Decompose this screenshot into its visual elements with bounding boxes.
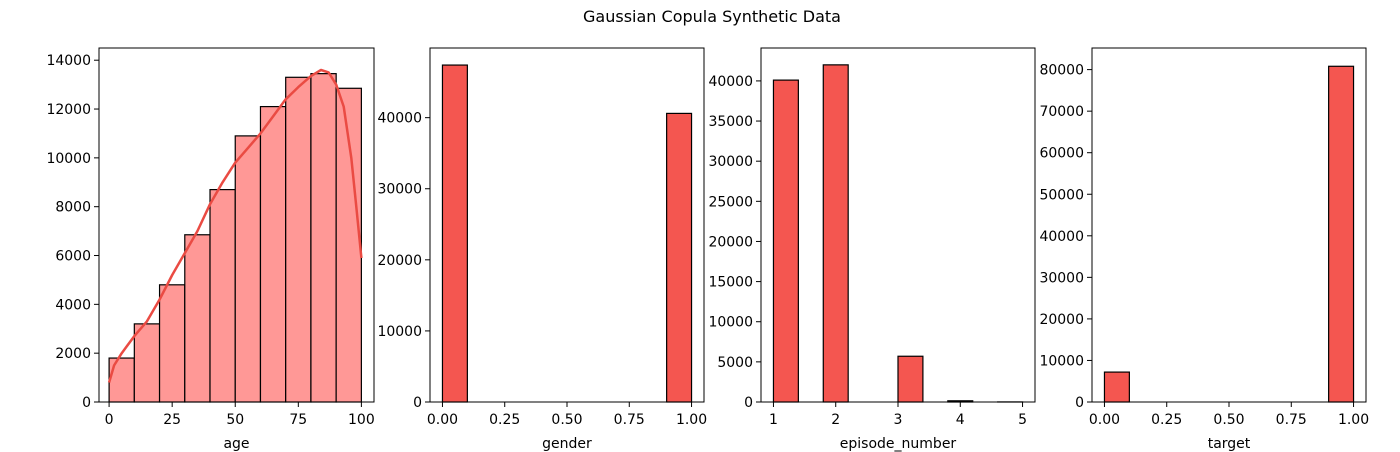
x-axis-label: target (1208, 436, 1251, 452)
histogram-bar (1328, 65, 1355, 403)
histogram-bar (897, 355, 924, 403)
histogram-bar (1103, 371, 1130, 403)
y-tick-label: 60000 (1039, 146, 1084, 162)
y-tick-label: 30000 (1039, 270, 1084, 286)
x-tick-label: 0.00 (427, 412, 458, 428)
x-tick-label: 1.00 (676, 412, 707, 428)
x-tick-label: 5 (1018, 412, 1027, 428)
subplot-target-histogram: 0.00 0.25 0.50 0.75 1.00 0 10000 20000 30000 4000… (1039, 47, 1369, 452)
x-tick-label: 0.50 (1213, 412, 1244, 428)
x-tick-label: 0.75 (614, 412, 645, 428)
y-tick-label: 10000 (1039, 353, 1084, 369)
y-tick-label: 10000 (46, 151, 91, 167)
x-tick-label: 0.50 (551, 412, 582, 428)
x-tick-label: 0.00 (1089, 412, 1120, 428)
histogram-bar (133, 323, 161, 403)
histogram-bar (108, 357, 135, 403)
x-tick-label: 0.25 (489, 412, 520, 428)
x-tick-label: 25 (163, 412, 181, 428)
histogram-bar (441, 64, 468, 403)
y-tick-label: 20000 (708, 234, 753, 250)
axes-frame (760, 47, 1036, 403)
y-tick-label: 30000 (377, 182, 422, 198)
y-tick-label: 0 (82, 395, 91, 411)
histogram-bar (234, 135, 262, 403)
histogram-bar (285, 76, 312, 403)
y-tick-label: 20000 (377, 253, 422, 269)
x-tick-label: 100 (348, 412, 375, 428)
y-tick-label: 50000 (1039, 187, 1084, 203)
y-tick-label: 70000 (1039, 104, 1084, 120)
y-tick-label: 6000 (55, 249, 91, 265)
x-axis-label: gender (542, 436, 592, 452)
x-tick-label: 0 (105, 412, 114, 428)
y-tick-label: 40000 (708, 74, 753, 90)
axes-frame (429, 47, 705, 403)
x-tick-label: 0.25 (1151, 412, 1182, 428)
y-tick-label: 10000 (708, 315, 753, 331)
y-tick-label: 10000 (377, 324, 422, 340)
histogram-bar (310, 73, 337, 403)
histogram-bar (772, 79, 799, 403)
x-axis-label: episode_number (840, 436, 957, 452)
axes-frame (98, 47, 375, 403)
x-tick-label: 2 (831, 412, 840, 428)
y-tick-label: 35000 (708, 114, 753, 130)
x-tick-label: 4 (956, 412, 965, 428)
y-tick-label: 30000 (708, 154, 753, 170)
histogram-bar (184, 234, 211, 403)
histogram-bar (259, 105, 287, 403)
subplot-episode-number-histogram: 1 2 3 4 5 0 5000 10000 15000 20000 25000 30000 35000… (708, 47, 1036, 452)
x-tick-label: 1.00 (1338, 412, 1369, 428)
y-tick-label: 40000 (1039, 229, 1084, 245)
y-tick-label: 0 (413, 395, 422, 411)
y-tick-label: 12000 (46, 102, 91, 118)
x-tick-label: 75 (289, 412, 307, 428)
y-tick-label: 40000 (377, 111, 422, 127)
histogram-bar (209, 189, 236, 403)
subplot-age-histogram: 0 25 50 75 100 0 2000 4000 6000 8000 10000 12000 140… (46, 47, 375, 452)
axes-frame (1091, 47, 1367, 403)
histogram-bar (822, 64, 849, 403)
y-tick-label: 20000 (1039, 312, 1084, 328)
subplot-gender-histogram: 0.00 0.25 0.50 0.75 1.00 0 10000 20000 30000 4000… (377, 47, 707, 452)
x-axis-label: age (223, 436, 249, 452)
y-tick-label: 5000 (717, 355, 753, 371)
y-tick-label: 15000 (708, 275, 753, 291)
y-tick-label: 14000 (46, 53, 91, 69)
x-tick-label: 1 (769, 412, 778, 428)
histogram-bar (666, 112, 693, 403)
y-tick-label: 25000 (708, 194, 753, 210)
figure-title: Gaussian Copula Synthetic Data (583, 7, 841, 26)
histogram-bar (158, 284, 186, 403)
y-tick-label: 8000 (55, 200, 91, 216)
y-tick-label: 80000 (1039, 63, 1084, 79)
y-tick-label: 2000 (55, 346, 91, 362)
x-tick-label: 0.75 (1276, 412, 1307, 428)
x-tick-label: 50 (226, 412, 244, 428)
kde-curve (107, 68, 363, 383)
x-tick-label: 3 (894, 412, 903, 428)
y-tick-label: 0 (744, 395, 753, 411)
y-tick-label: 4000 (55, 297, 91, 313)
y-tick-label: 0 (1075, 395, 1084, 411)
